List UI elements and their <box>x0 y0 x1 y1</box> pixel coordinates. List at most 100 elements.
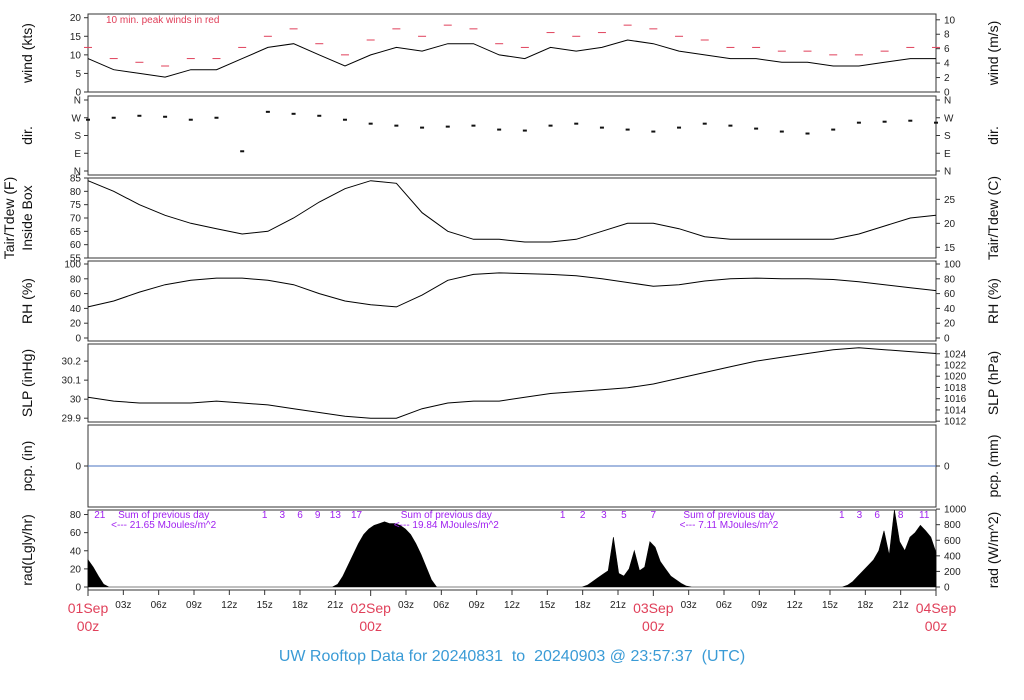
rh-tick-label-right: 40 <box>944 304 956 315</box>
x-date-label: 02Sep <box>350 600 391 616</box>
rad-day-sum-title: Sum of previous day <box>401 510 492 521</box>
rad-hour-marker: 6 <box>297 510 303 521</box>
dir-point <box>394 124 399 127</box>
x-hour-label: 21z <box>893 600 909 611</box>
rh-series-line <box>87 272 937 308</box>
rad-day-sum-value: <--- 21.65 MJoules/m^2 <box>111 520 216 531</box>
x-date-label: 04Sep <box>916 600 957 616</box>
temp-tick-label-left: 75 <box>70 200 82 211</box>
x-date-z-label: 00z <box>359 618 382 634</box>
dir-point <box>522 129 527 132</box>
dir-tick-label-right: S <box>944 131 951 142</box>
wind-ylabel: wind (kts) <box>19 23 35 84</box>
rad-hour-marker: 1 <box>262 510 268 521</box>
wind-series-line <box>87 39 936 78</box>
rh-tick-label-left: 40 <box>70 304 82 315</box>
dir-tick-label-right: E <box>944 149 951 160</box>
dir-point <box>702 122 707 125</box>
wind-ylabel-right: wind (m/s) <box>985 21 1001 87</box>
dir-point <box>677 126 682 129</box>
temp-tick-label-left: 80 <box>70 187 82 198</box>
temp-tick-label-left: 65 <box>70 227 82 238</box>
slp-tick-label-right: 1012 <box>944 417 967 428</box>
dir-point <box>754 127 759 130</box>
wind-tick-label-right: 10 <box>944 15 956 26</box>
wind-annotation: 10 min. peak winds in red <box>106 15 219 26</box>
rad-hour-marker: 21 <box>94 510 106 521</box>
temp-ylabel-2: Inside Box <box>19 185 35 250</box>
x-hour-label: 15z <box>539 600 555 611</box>
slp-tick-label-left: 29.9 <box>62 414 82 425</box>
rad-tick-label-left: 40 <box>70 546 82 557</box>
dir-point <box>574 122 579 125</box>
rh-ylabel: RH (%) <box>19 278 35 324</box>
rh-tick-label-left: 100 <box>64 260 81 271</box>
dir-panel: dir. dir.N NW WS SE EN N <box>19 95 1001 178</box>
temp-frame <box>87 177 937 259</box>
footer-start-date: 20240831 <box>431 648 503 665</box>
rh-panel: RH (%) RH (%) 0 20 40 60 80 100 0 20 40 60 80 100 <box>19 260 1001 345</box>
dir-tick-label-left: S <box>74 131 81 142</box>
dir-frame <box>87 95 937 176</box>
wind-tick-label-right: 6 <box>944 44 950 55</box>
rad-panel: rad(Lgly/hr) rad (W/m^2)02040608002004006… <box>19 505 1001 594</box>
pcp-ylabel: pcp. (in) <box>19 441 35 492</box>
x-hour-label: 03z <box>681 600 697 611</box>
dir-point <box>934 121 938 124</box>
rad-day-sum-value: <--- 19.84 MJoules/m^2 <box>394 520 499 531</box>
x-date-z-label: 00z <box>642 618 665 634</box>
rad-day-sum-title: Sum of previous day <box>683 510 774 521</box>
wind-tick-label-right: 2 <box>944 73 950 84</box>
wind-peak-series <box>84 24 940 67</box>
x-hour-label: 12z <box>221 600 237 611</box>
temp-ylabel: Tair/Tdew (F) <box>1 177 17 259</box>
x-hour-label: 21z <box>610 600 626 611</box>
slp-tick-label-right: 1024 <box>944 349 967 360</box>
rh-tick-label-right: 20 <box>944 319 956 330</box>
rad-tick-label-left: 60 <box>70 528 82 539</box>
rad-ylabel-right: rad (W/m^2) <box>985 512 1001 589</box>
pcp-panel: pcp. (in) pcp. (mm) 0 0 <box>19 424 1001 508</box>
dir-point <box>599 126 604 129</box>
temp-ylabel-right: Tair/Tdew (C) <box>985 176 1001 260</box>
x-date-label: 03Sep <box>633 600 674 616</box>
dir-point <box>728 124 733 127</box>
slp-tick-label-left: 30.2 <box>62 357 82 368</box>
dir-point <box>111 116 116 119</box>
dir-point <box>779 130 784 133</box>
x-hour-label: 03z <box>398 600 414 611</box>
dir-point <box>214 116 219 119</box>
rad-tick-label-left: 0 <box>75 583 81 594</box>
footer-prefix: UW Rooftop Data for <box>278 648 428 665</box>
dir-point <box>317 114 322 117</box>
rh-tick-label-left: 80 <box>70 274 82 285</box>
rad-tick-label-right: 400 <box>944 551 961 562</box>
dir-ylabel: dir. <box>19 126 35 145</box>
temp-tick-label-left: 70 <box>70 214 82 225</box>
rh-tick-label-right: 0 <box>944 334 950 345</box>
rad-hour-marker: 1 <box>560 510 566 521</box>
rh-tick-label-right: 60 <box>944 289 956 300</box>
dir-point <box>265 110 270 113</box>
x-hour-label: 06z <box>716 600 732 611</box>
dir-point <box>445 125 450 128</box>
x-hour-label: 09z <box>469 600 485 611</box>
wind-tick-label-left: 20 <box>70 13 82 24</box>
temp-series-line <box>87 180 937 243</box>
rad-series-area <box>87 509 937 588</box>
rad-hour-marker: 7 <box>651 510 657 521</box>
slp-frame <box>87 343 937 423</box>
slp-tick-label-right: 1020 <box>944 372 967 383</box>
dir-point <box>471 124 476 127</box>
rh-tick-label-left: 60 <box>70 289 82 300</box>
dir-tick-label-left: W <box>72 113 82 124</box>
rad-hour-marker: 5 <box>621 510 627 521</box>
slp-tick-label-right: 1014 <box>944 405 967 416</box>
temp-tick-label-right: 25 <box>944 195 956 206</box>
wind-frame <box>87 13 937 93</box>
x-hour-label: 03z <box>115 600 131 611</box>
rad-tick-label-right: 0 <box>944 583 950 594</box>
x-hour-label: 18z <box>292 600 308 611</box>
rad-hour-marker: 3 <box>280 510 286 521</box>
